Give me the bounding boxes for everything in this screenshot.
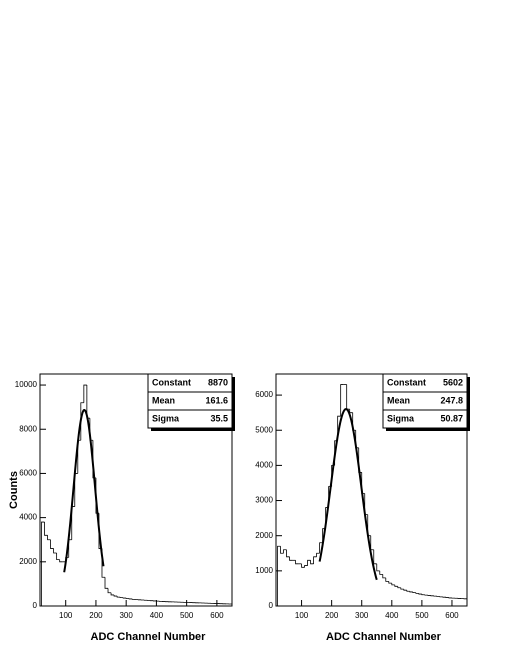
x-tick-label: 100	[295, 611, 309, 620]
y-tick-label: 8000	[19, 424, 37, 433]
histogram-bin	[277, 545, 281, 606]
y-tick-label: 10000	[15, 380, 38, 389]
histogram-bin	[56, 552, 60, 560]
stats-box	[382, 373, 468, 429]
fit-curve	[318, 408, 378, 581]
stats-label: Constant	[152, 377, 191, 387]
y-tick-label: 6000	[19, 469, 37, 478]
y-tick-label: 5000	[255, 425, 273, 434]
histogram-bin	[349, 409, 353, 414]
histogram-bin	[116, 596, 121, 598]
histogram-bin	[421, 594, 425, 596]
histogram-bin	[394, 584, 398, 587]
histogram-bin	[307, 559, 311, 566]
x-axis-title: ADC Channel Number	[326, 631, 442, 643]
histogram-bin	[104, 577, 109, 589]
x-tick-label: 300	[355, 611, 369, 620]
y-tick-label: 1000	[255, 566, 273, 575]
stats-value: 5602	[443, 377, 463, 387]
plot-frame	[275, 373, 468, 607]
histogram-bin	[289, 556, 293, 561]
y-tick-label: 0	[33, 601, 38, 610]
histogram-bin	[346, 384, 350, 410]
stats-label: Mean	[152, 395, 175, 405]
histogram-bin	[110, 592, 115, 596]
y-tick-label: 2000	[19, 557, 37, 566]
stats-label: Sigma	[152, 413, 180, 423]
histogram-bin	[44, 522, 48, 536]
histogram-bin	[80, 402, 84, 441]
stats-value: 247.8	[440, 395, 463, 405]
x-tick-label: 400	[385, 611, 399, 620]
histogram-bin	[382, 574, 386, 579]
y-tick-label: 2000	[255, 531, 273, 540]
histogram-bin	[379, 570, 383, 575]
x-tick-label: 500	[180, 611, 194, 620]
x-tick-label: 400	[150, 611, 164, 620]
histogram-bin	[400, 587, 404, 590]
histogram-bin	[373, 549, 377, 565]
histogram-bin	[406, 590, 410, 592]
fit-curve	[63, 409, 105, 573]
histogram-bin	[310, 560, 314, 565]
x-tick-label: 600	[210, 611, 224, 620]
stats-box	[147, 373, 233, 429]
x-tick-label: 200	[325, 611, 339, 620]
histogram-bin	[397, 586, 401, 589]
stats-value: 8870	[208, 377, 228, 387]
histogram-bin	[295, 560, 299, 565]
y-tick-label: 0	[269, 601, 274, 610]
histogram-bin	[280, 546, 284, 554]
histogram-bin	[107, 588, 112, 594]
histogram-bin	[463, 598, 468, 606]
y-tick-label: 6000	[255, 390, 273, 399]
y-tick-label: 4000	[19, 513, 37, 522]
x-tick-label: 100	[59, 611, 73, 620]
plot-frame	[39, 373, 233, 607]
stats-value: 50.87	[440, 413, 463, 423]
histogram-bin	[340, 384, 344, 417]
x-tick-label: 300	[119, 611, 133, 620]
histogram-bin	[319, 542, 323, 554]
x-tick-label: 500	[415, 611, 429, 620]
histogram-bin	[385, 577, 389, 582]
stats-value: 35.5	[210, 413, 228, 423]
histogram-bin	[370, 535, 374, 551]
histogram-bin	[304, 565, 308, 568]
histogram-bin	[313, 556, 317, 564]
y-tick-label: 3000	[255, 496, 273, 505]
histogram-bin	[83, 384, 87, 403]
histogram-bin	[41, 521, 45, 606]
stats-label: Mean	[387, 395, 410, 405]
y-tick-label: 4000	[255, 461, 273, 470]
histogram-bin	[59, 559, 63, 563]
histogram-bin	[412, 591, 416, 594]
histogram-bin	[113, 594, 118, 597]
histogram-bin	[376, 563, 380, 572]
x-tick-label: 600	[445, 611, 459, 620]
histogram-bin	[86, 385, 90, 419]
histogram-bin	[53, 548, 57, 554]
stats-value: 161.6	[205, 395, 228, 405]
stats-label: Sigma	[387, 413, 415, 423]
histogram-bin	[391, 583, 395, 586]
x-axis-title: ADC Channel Number	[91, 631, 207, 643]
histogram-bin	[228, 603, 233, 606]
histogram-bin	[403, 589, 407, 591]
x-tick-label: 200	[89, 611, 103, 620]
histogram-bin	[47, 535, 51, 541]
y-axis-title: Counts	[8, 471, 20, 509]
histogram-bin	[286, 549, 290, 558]
histogram-bin	[283, 549, 287, 554]
histogram-bin	[418, 593, 422, 595]
histogram-bin	[316, 552, 320, 557]
stats-label: Constant	[387, 377, 426, 387]
histogram-bin	[50, 539, 54, 549]
histogram-bin	[388, 581, 392, 584]
histogram-bin	[301, 563, 305, 568]
histogram-bin	[415, 592, 419, 594]
histogram-bin	[409, 591, 413, 593]
